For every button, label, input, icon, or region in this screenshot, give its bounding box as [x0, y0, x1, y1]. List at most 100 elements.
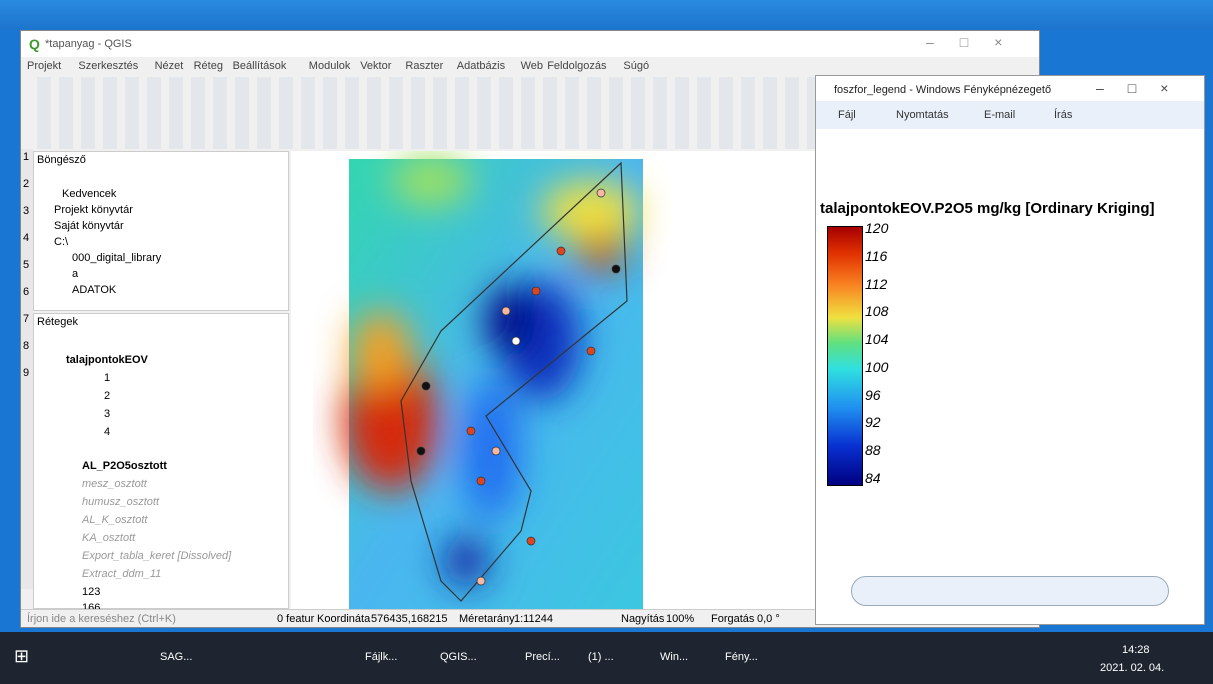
status-scale-label: Méretarány [459, 613, 515, 625]
legend-label: 88 [865, 442, 881, 459]
taskbar-item[interactable]: (1) ... [588, 651, 614, 663]
menu-item[interactable]: Adatbázis [456, 60, 506, 72]
status-coord-label: Koordináta [317, 613, 371, 625]
layer-item[interactable]: mesz_osztott [82, 478, 147, 490]
browser-item[interactable]: a [72, 268, 79, 280]
panel-title: Rétegek [37, 316, 78, 328]
menu-item[interactable]: Feldolgozás [547, 60, 607, 72]
legend-label: 100 [865, 358, 889, 375]
raster [343, 156, 643, 609]
legend-color-ramp [827, 226, 863, 486]
viewer-controls-bar[interactable] [851, 576, 1169, 606]
status-search: Írjon ide a kereséshez (Ctrl+K) [27, 613, 176, 625]
viewer-controls[interactable]: –□× [1096, 80, 1193, 96]
start-button[interactable]: ⊞ [14, 646, 30, 666]
browser-item[interactable]: Projekt könyvtár [54, 204, 133, 216]
legend-label: 92 [865, 414, 881, 431]
status-rotation: 0,0 ° [757, 613, 780, 625]
viewer-title: foszfor_legend - Windows Fényképnézegető [834, 84, 1052, 96]
layers-panel: Rétegek talajpontokEOV 1 2 3 4 AL_P2O5osztott m… [33, 313, 289, 614]
menu-item[interactable]: Súgó [623, 60, 650, 72]
layer-item[interactable]: 4 [104, 426, 111, 438]
parcel-outline [400, 161, 628, 602]
taskbar: ⊞ 14:28 2021. 02. 04. SAG... Fájlk... QGIS… [0, 632, 1213, 684]
viewer-menu-item[interactable]: E-mail [984, 109, 1016, 121]
map-canvas [291, 151, 816, 609]
strip-number: 3 [23, 205, 30, 217]
viewer-menu: Fájl Nyomtatás E-mail Írás [816, 101, 1204, 129]
raster-blobs [343, 156, 641, 586]
menu-bar: Projekt Szerkesztés Nézet Réteg Beállítások M… [21, 57, 1039, 75]
strip-number: 1 [23, 151, 30, 163]
menu-item[interactable]: Nézet [154, 60, 184, 72]
menu-item[interactable]: Modulok [308, 60, 351, 72]
strip-number: 7 [23, 313, 30, 325]
clock-time: 14:28 [1122, 644, 1150, 656]
layer-item[interactable]: 2 [104, 390, 111, 402]
browser-item[interactable]: Saját könyvtár [54, 220, 124, 232]
layer-item[interactable]: 3 [104, 408, 111, 420]
viewer-menu-item[interactable]: Fájl [838, 109, 856, 121]
menu-item[interactable]: Vektor [360, 60, 392, 72]
legend-label: 108 [865, 303, 889, 320]
status-scale: 1:11244 [514, 613, 553, 625]
legend-label: 116 [865, 247, 888, 264]
legend-label: 104 [865, 331, 889, 348]
taskbar-item[interactable]: SAG... [160, 651, 193, 663]
strip-number: 2 [23, 178, 30, 190]
taskbar-item[interactable]: Win... [660, 651, 689, 663]
layer-item[interactable]: Export_tabla_keret [Dissolved] [82, 550, 232, 562]
menu-item[interactable]: Raszter [405, 60, 444, 72]
strip-number: 4 [23, 232, 30, 244]
left-strip: 1 2 3 4 5 6 7 8 9 [21, 149, 33, 589]
strip-number: 5 [23, 259, 30, 271]
status-coord: 576435,168215 [371, 613, 448, 625]
browser-item[interactable]: C:\ [54, 236, 69, 248]
taskbar-item[interactable]: Precí... [525, 651, 560, 663]
status-magnifier: 100% [666, 613, 695, 625]
layer-item[interactable]: Extract_ddm_11 [82, 568, 162, 580]
taskbar-item[interactable]: QGIS... [440, 651, 477, 663]
layer-item[interactable]: 123 [82, 586, 101, 598]
legend-label: 84 [865, 470, 881, 486]
window-controls[interactable]: –□× [926, 34, 1029, 50]
top-strip [0, 0, 1213, 30]
window-title: *tapanyag - QGIS [45, 38, 132, 50]
status-magnifier-label: Nagyítás [621, 613, 665, 625]
menu-item[interactable]: Projekt [27, 60, 62, 72]
soil-points [416, 188, 621, 586]
viewer-window: foszfor_legend - Windows Fényképnézegető… [815, 75, 1205, 625]
taskbar-item[interactable]: Fájlk... [365, 651, 398, 663]
layer-item[interactable]: talajpontokEOV [66, 354, 148, 366]
clock-date: 2021. 02. 04. [1100, 662, 1165, 674]
menu-item[interactable]: Beállítások [232, 60, 287, 72]
strip-number: 6 [23, 286, 30, 298]
legend-labels: 120 116 112 108 104 100 96 92 88 84 [863, 220, 923, 486]
layer-item[interactable]: AL_K_osztott [82, 514, 148, 526]
layer-item[interactable]: AL_P2O5osztott [82, 460, 167, 472]
layer-item[interactable]: 1 [104, 372, 111, 384]
menu-item[interactable]: Web [520, 60, 544, 72]
layer-item[interactable]: humusz_osztott [82, 496, 160, 508]
legend-title: talajpontokEOV.P2O5 mg/kg [Ordinary Krig… [820, 200, 1155, 217]
layer-item[interactable]: KA_osztott [82, 532, 136, 544]
browser-item[interactable]: ADATOK [72, 284, 117, 296]
strip-number: 8 [23, 340, 30, 352]
browser-item[interactable]: Kedvencek [62, 188, 117, 200]
status-features: 0 featur [277, 613, 315, 625]
viewer-menu-item[interactable]: Nyomtatás [896, 109, 949, 121]
legend-label: 112 [865, 275, 888, 292]
menu-item[interactable]: Réteg [193, 60, 223, 72]
browser-item[interactable]: 000_digital_library [72, 252, 162, 264]
panel-title: Böngésző [37, 154, 86, 166]
title-bar: Q *tapanyag - QGIS –□× [21, 31, 1039, 57]
legend-label: 96 [865, 386, 881, 403]
menu-item[interactable]: Szerkesztés [78, 60, 139, 72]
status-rotation-label: Forgatás [711, 613, 755, 625]
viewer-menu-item[interactable]: Írás [1054, 109, 1073, 121]
browser-panel: Böngésző Kedvencek Projekt könyvtár Saját k… [33, 151, 289, 311]
strip-number: 9 [23, 367, 30, 379]
status-bar: Írjon ide a kereséshez (Ctrl+K) 0 featur K… [21, 609, 1039, 627]
taskbar-item[interactable]: Fény... [725, 651, 758, 663]
legend-label: 120 [865, 220, 889, 236]
